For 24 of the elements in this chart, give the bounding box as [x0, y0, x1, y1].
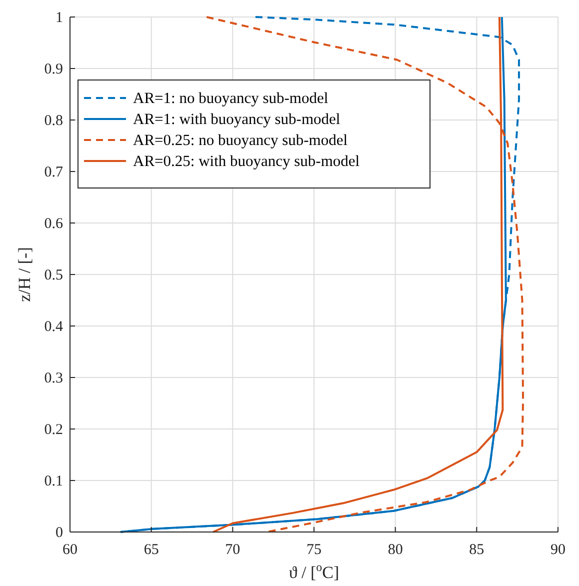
y-tick-label: 0.7 [44, 164, 64, 180]
x-tick-label: 60 [62, 542, 78, 558]
y-tick-label: 0 [56, 525, 63, 541]
x-tick-label: 80 [388, 542, 403, 558]
legend-label: AR=0.25: with buoyancy sub-model [133, 153, 360, 170]
y-tick-label: 1 [56, 10, 63, 26]
y-tick-label: 0.5 [44, 268, 63, 284]
y-tick-label: 0.1 [44, 474, 63, 490]
legend-label: AR=1: no buoyancy sub-model [133, 90, 328, 107]
y-tick-label: 0.3 [44, 370, 63, 386]
x-tick-label: 70 [225, 542, 240, 558]
y-tick-label: 0.9 [44, 62, 63, 78]
x-tick-label: 90 [550, 542, 566, 558]
y-tick-label: 0.2 [44, 422, 63, 438]
x-tick-label: 85 [469, 542, 484, 558]
legend-label: AR=0.25: no buoyancy sub-model [133, 132, 348, 149]
y-tick-label: 0.8 [44, 113, 63, 129]
y-tick-label: 0.6 [44, 216, 64, 232]
y-tick-label: 0.4 [44, 319, 64, 335]
x-tick-label: 75 [306, 542, 322, 558]
legend-label: AR=1: with buoyancy sub-model [133, 111, 340, 128]
x-axis-title: ϑ / [$^{o}$C] [288, 560, 340, 582]
y-axis-title: z/H / [-] [15, 247, 34, 302]
x-tick-label: 65 [144, 542, 159, 558]
